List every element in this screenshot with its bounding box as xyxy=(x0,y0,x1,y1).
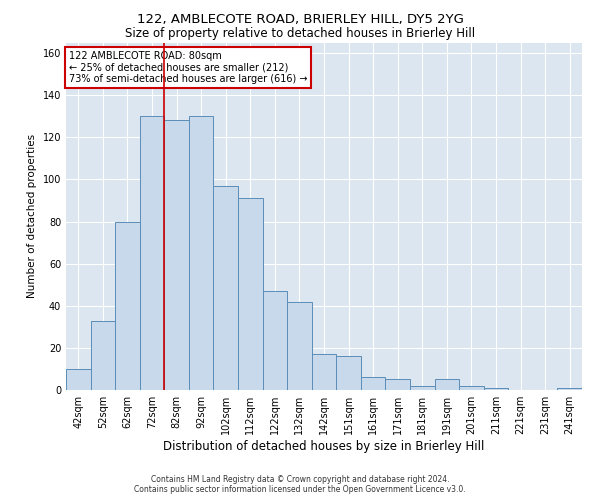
Bar xyxy=(434,380,459,390)
Bar xyxy=(115,222,140,390)
Bar xyxy=(189,116,214,390)
Bar xyxy=(410,386,434,390)
Bar xyxy=(361,378,385,390)
Bar xyxy=(91,320,115,390)
Bar xyxy=(214,186,238,390)
Text: Contains HM Land Registry data © Crown copyright and database right 2024.
Contai: Contains HM Land Registry data © Crown c… xyxy=(134,474,466,494)
Bar xyxy=(557,388,582,390)
Bar xyxy=(263,291,287,390)
X-axis label: Distribution of detached houses by size in Brierley Hill: Distribution of detached houses by size … xyxy=(163,440,485,453)
Bar xyxy=(385,380,410,390)
Bar xyxy=(140,116,164,390)
Bar xyxy=(287,302,312,390)
Text: 122, AMBLECOTE ROAD, BRIERLEY HILL, DY5 2YG: 122, AMBLECOTE ROAD, BRIERLEY HILL, DY5 … xyxy=(137,12,463,26)
Y-axis label: Number of detached properties: Number of detached properties xyxy=(27,134,37,298)
Bar xyxy=(312,354,336,390)
Bar xyxy=(336,356,361,390)
Bar xyxy=(484,388,508,390)
Text: Size of property relative to detached houses in Brierley Hill: Size of property relative to detached ho… xyxy=(125,28,475,40)
Bar xyxy=(164,120,189,390)
Text: 122 AMBLECOTE ROAD: 80sqm
← 25% of detached houses are smaller (212)
73% of semi: 122 AMBLECOTE ROAD: 80sqm ← 25% of detac… xyxy=(68,51,307,84)
Bar xyxy=(66,369,91,390)
Bar xyxy=(459,386,484,390)
Bar xyxy=(238,198,263,390)
